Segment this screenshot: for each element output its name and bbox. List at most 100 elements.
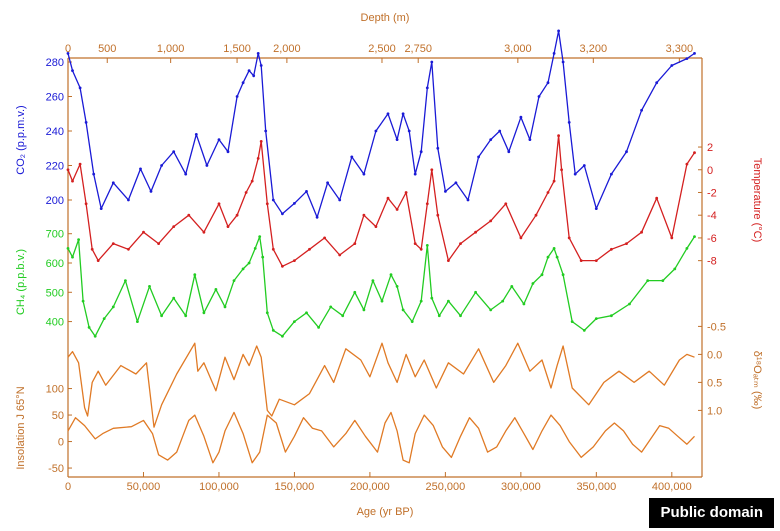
d18o-y-tick-label: 0.0 bbox=[707, 349, 722, 361]
x-tick-label: 200,000 bbox=[350, 481, 390, 493]
co2-point bbox=[436, 146, 440, 150]
temperature-point bbox=[250, 179, 254, 183]
temperature-point bbox=[308, 247, 311, 251]
temperature-series-line bbox=[67, 135, 696, 267]
temperature-point bbox=[395, 208, 399, 211]
co2-point bbox=[217, 138, 221, 142]
temperature-point bbox=[459, 242, 462, 246]
x-tick-label: 150,000 bbox=[275, 481, 315, 493]
ch4-point bbox=[184, 314, 188, 318]
co2-point bbox=[395, 138, 399, 142]
depth-tick-label: 1,500 bbox=[223, 43, 251, 55]
co2-point bbox=[184, 172, 188, 176]
x-tick-label: 350,000 bbox=[576, 481, 616, 493]
ch4-point bbox=[172, 296, 176, 300]
ch4-point bbox=[628, 302, 631, 306]
ch4-series-line bbox=[67, 235, 696, 337]
temperature-point bbox=[90, 247, 94, 251]
plot-frame bbox=[67, 57, 703, 478]
ch4-point bbox=[71, 255, 74, 259]
d18o-series-line bbox=[67, 342, 695, 428]
ch4-point bbox=[265, 311, 269, 315]
ch4-point bbox=[371, 279, 375, 282]
co2-y-tick-label: 200 bbox=[46, 195, 64, 207]
ch4-point bbox=[646, 279, 650, 282]
co2-point bbox=[259, 64, 263, 67]
temperature-point bbox=[293, 259, 296, 262]
co2-point bbox=[625, 150, 628, 154]
ch4-point bbox=[271, 329, 275, 332]
co2-point bbox=[326, 181, 329, 185]
temperature-point bbox=[625, 242, 628, 246]
ch4-point bbox=[546, 255, 550, 259]
ch4-point bbox=[693, 235, 696, 239]
co2-series-line bbox=[67, 30, 695, 218]
temperature-point bbox=[142, 230, 145, 234]
co2-point bbox=[305, 190, 308, 193]
ch4-point bbox=[253, 247, 257, 250]
temperature-point bbox=[362, 213, 366, 217]
temperature-point bbox=[187, 213, 191, 217]
co2-point bbox=[477, 155, 480, 159]
ch4-point bbox=[232, 279, 236, 282]
ch4-point bbox=[582, 329, 586, 332]
co2-point bbox=[401, 112, 405, 116]
ch4-point bbox=[410, 320, 414, 323]
temperature-y-tick-label: -6 bbox=[707, 233, 717, 245]
d18o-y-tick-label: -0.5 bbox=[707, 321, 726, 333]
ch4-point bbox=[380, 299, 384, 303]
co2-point bbox=[293, 202, 296, 205]
co2-point bbox=[419, 150, 423, 154]
insolation-axis-title: Insolation J 65°N bbox=[15, 386, 27, 469]
ch4-point bbox=[389, 273, 393, 277]
ch4-point bbox=[148, 285, 151, 288]
temperature-point bbox=[323, 236, 326, 240]
temperature-point bbox=[259, 140, 263, 143]
ch4-point bbox=[281, 334, 284, 338]
co2-point bbox=[444, 190, 447, 193]
bottom-axis-title: Age (yr BP) bbox=[357, 506, 414, 518]
d18o-y-tick-label: 0.5 bbox=[707, 377, 722, 389]
ch4-point bbox=[102, 317, 106, 320]
ch4-point bbox=[419, 299, 423, 303]
depth-tick-label: 500 bbox=[98, 43, 116, 55]
ch4-point bbox=[430, 296, 434, 300]
co2-point bbox=[160, 164, 164, 167]
co2-point bbox=[338, 198, 342, 202]
temperature-point bbox=[693, 151, 696, 155]
ch4-point bbox=[561, 273, 565, 277]
temperature-point bbox=[386, 196, 390, 200]
temperature-point bbox=[579, 259, 583, 262]
temperature-point bbox=[235, 213, 239, 217]
temperature-point bbox=[256, 157, 260, 160]
temperature-point bbox=[172, 225, 176, 229]
co2-point bbox=[226, 150, 230, 154]
x-tick-label: 300,000 bbox=[501, 481, 541, 493]
co2-point bbox=[194, 133, 198, 136]
co2-y-tick-label: 240 bbox=[46, 126, 64, 138]
ch4-point bbox=[223, 305, 227, 309]
temperature-point bbox=[96, 259, 100, 262]
co2-point bbox=[466, 198, 470, 202]
ch4-point bbox=[202, 311, 206, 315]
ch4-point bbox=[353, 290, 357, 294]
co2-point bbox=[610, 172, 613, 176]
co2-point bbox=[685, 57, 689, 60]
temperature-y-tick-label: 2 bbox=[707, 142, 713, 154]
co2-point bbox=[139, 167, 142, 171]
temperature-point bbox=[670, 236, 674, 240]
temperature-point bbox=[489, 219, 493, 223]
temperature-point bbox=[534, 213, 538, 217]
temperature-y-tick-label: -4 bbox=[707, 210, 717, 222]
depth-tick-label: 1,000 bbox=[157, 43, 185, 55]
temperature-axis-title: Temperature (°C) bbox=[751, 158, 763, 242]
temperature-point bbox=[374, 225, 378, 229]
ch4-point bbox=[594, 317, 598, 320]
co2-point bbox=[172, 150, 176, 154]
temperature-point bbox=[353, 242, 357, 246]
ch4-point bbox=[241, 267, 245, 271]
co2-point bbox=[557, 29, 560, 33]
ch4-point bbox=[247, 261, 251, 265]
insolation-y-tick-label: 100 bbox=[46, 384, 64, 396]
co2-y-tick-label: 220 bbox=[46, 161, 64, 173]
